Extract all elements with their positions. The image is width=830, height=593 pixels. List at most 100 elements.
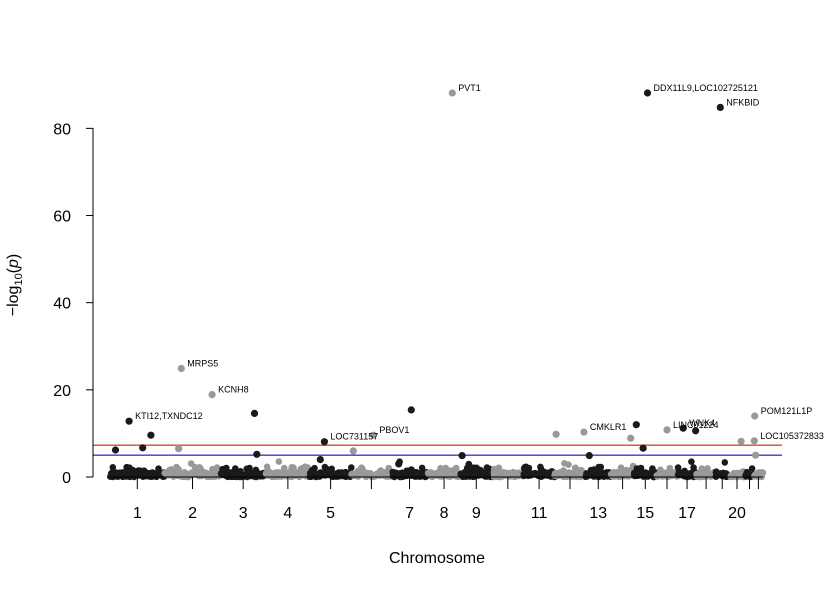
snp-point: [552, 470, 560, 478]
gene-label: LOC105372833: [760, 431, 824, 441]
hit-point: [751, 412, 759, 420]
hit-point: [250, 409, 259, 417]
hit-point: [177, 364, 185, 373]
snp-point: [328, 470, 336, 477]
hit-point: [752, 451, 760, 459]
snp-point: [391, 469, 398, 477]
hit-point: [627, 434, 635, 442]
snp-point: [674, 464, 682, 471]
snp-point: [163, 471, 170, 478]
x-tick-label: 8: [440, 505, 449, 522]
snp-point: [520, 465, 528, 472]
x-axis: 1 2 3 4 5 7 8 9 11 13 15 17 20: [110, 476, 763, 522]
snp-point: [294, 469, 301, 477]
x-tick-label: 7: [405, 505, 414, 522]
y-tick-label: 80: [53, 121, 71, 138]
x-tick-label: 1: [133, 505, 142, 522]
hit-point: [580, 428, 588, 436]
snp-point: [707, 470, 715, 478]
snp-point: [418, 472, 426, 480]
snp-point: [140, 470, 148, 477]
snp-point: [418, 464, 426, 472]
hit-point: [750, 437, 758, 445]
hit-point: [208, 391, 216, 399]
hit-point: [111, 446, 120, 454]
gene-label: WNK4: [689, 418, 715, 428]
snp-point: [572, 464, 579, 472]
x-axis-title: Chromosome: [389, 550, 485, 567]
snp-point: [335, 469, 343, 476]
snp-point: [250, 469, 257, 477]
snp-point: [525, 472, 532, 480]
snp-point: [545, 470, 552, 477]
snp-point: [754, 469, 761, 477]
gene-label: LOC731157: [330, 432, 378, 442]
snp-point: [154, 470, 162, 478]
hit-point: [643, 89, 652, 97]
gene-label: PVT1: [458, 83, 481, 93]
snp-point: [264, 471, 272, 478]
hit-point: [407, 406, 415, 414]
hit-point: [125, 417, 133, 425]
snp-point: [348, 470, 356, 478]
hit-point: [632, 421, 640, 429]
snp-point: [587, 466, 595, 474]
snp-point: [374, 470, 382, 477]
hit-point: [147, 431, 155, 439]
snp-point: [114, 472, 122, 480]
snp-point: [557, 470, 565, 478]
x-tick-label: 5: [326, 505, 335, 522]
gene-label: KTI12,TXNDC12: [135, 411, 203, 421]
snp-point: [223, 464, 230, 472]
x-tick-label: 15: [636, 505, 654, 522]
gene-label: MRPS5: [187, 359, 218, 369]
snp-point: [748, 465, 756, 472]
snp-point: [234, 470, 242, 477]
snp-point: [307, 472, 315, 480]
y-tick-label: 20: [53, 383, 71, 400]
snp-point: [525, 464, 533, 472]
snp-point: [687, 470, 695, 478]
snp-point: [493, 470, 501, 478]
snp-point: [613, 469, 620, 477]
x-tick-label: 11: [531, 505, 548, 522]
y-tick-label: 40: [53, 296, 71, 313]
x-tick-label: 20: [728, 505, 746, 522]
snp-point: [570, 473, 577, 480]
threshold-lines: [93, 444, 782, 456]
snp-point: [263, 463, 271, 471]
snp-point: [275, 458, 283, 465]
x-tick-label: 13: [589, 505, 607, 522]
snp-point: [597, 463, 605, 471]
snp-point: [693, 470, 700, 478]
snp-point: [617, 464, 625, 472]
hit-point: [139, 444, 147, 452]
snp-point: [194, 471, 201, 479]
y-axis-title: −log10(p): [5, 254, 25, 317]
snp-point: [537, 463, 544, 471]
snp-point: [624, 473, 632, 480]
hit-point: [692, 427, 700, 435]
snp-point: [531, 469, 539, 477]
snp-point: [463, 472, 471, 479]
snp-point: [502, 469, 510, 477]
snp-point: [637, 464, 645, 472]
hit-point: [253, 450, 261, 458]
hit-point: [316, 456, 324, 464]
snp-point: [593, 472, 601, 480]
snp-point: [367, 471, 375, 479]
gene-label: NFKBID: [726, 97, 760, 107]
snp-point: [688, 458, 695, 466]
snp-point: [123, 468, 131, 476]
y-tick-label: 0: [62, 470, 71, 487]
snp-point: [513, 472, 521, 479]
snp-point: [732, 472, 739, 480]
snp-point: [437, 464, 444, 472]
snp-point: [644, 472, 651, 480]
y-tick-label: 60: [53, 209, 71, 226]
gene-label: DDX11L9,LOC102725121: [654, 83, 758, 93]
hit-point: [639, 444, 647, 452]
snp-point: [565, 461, 572, 469]
